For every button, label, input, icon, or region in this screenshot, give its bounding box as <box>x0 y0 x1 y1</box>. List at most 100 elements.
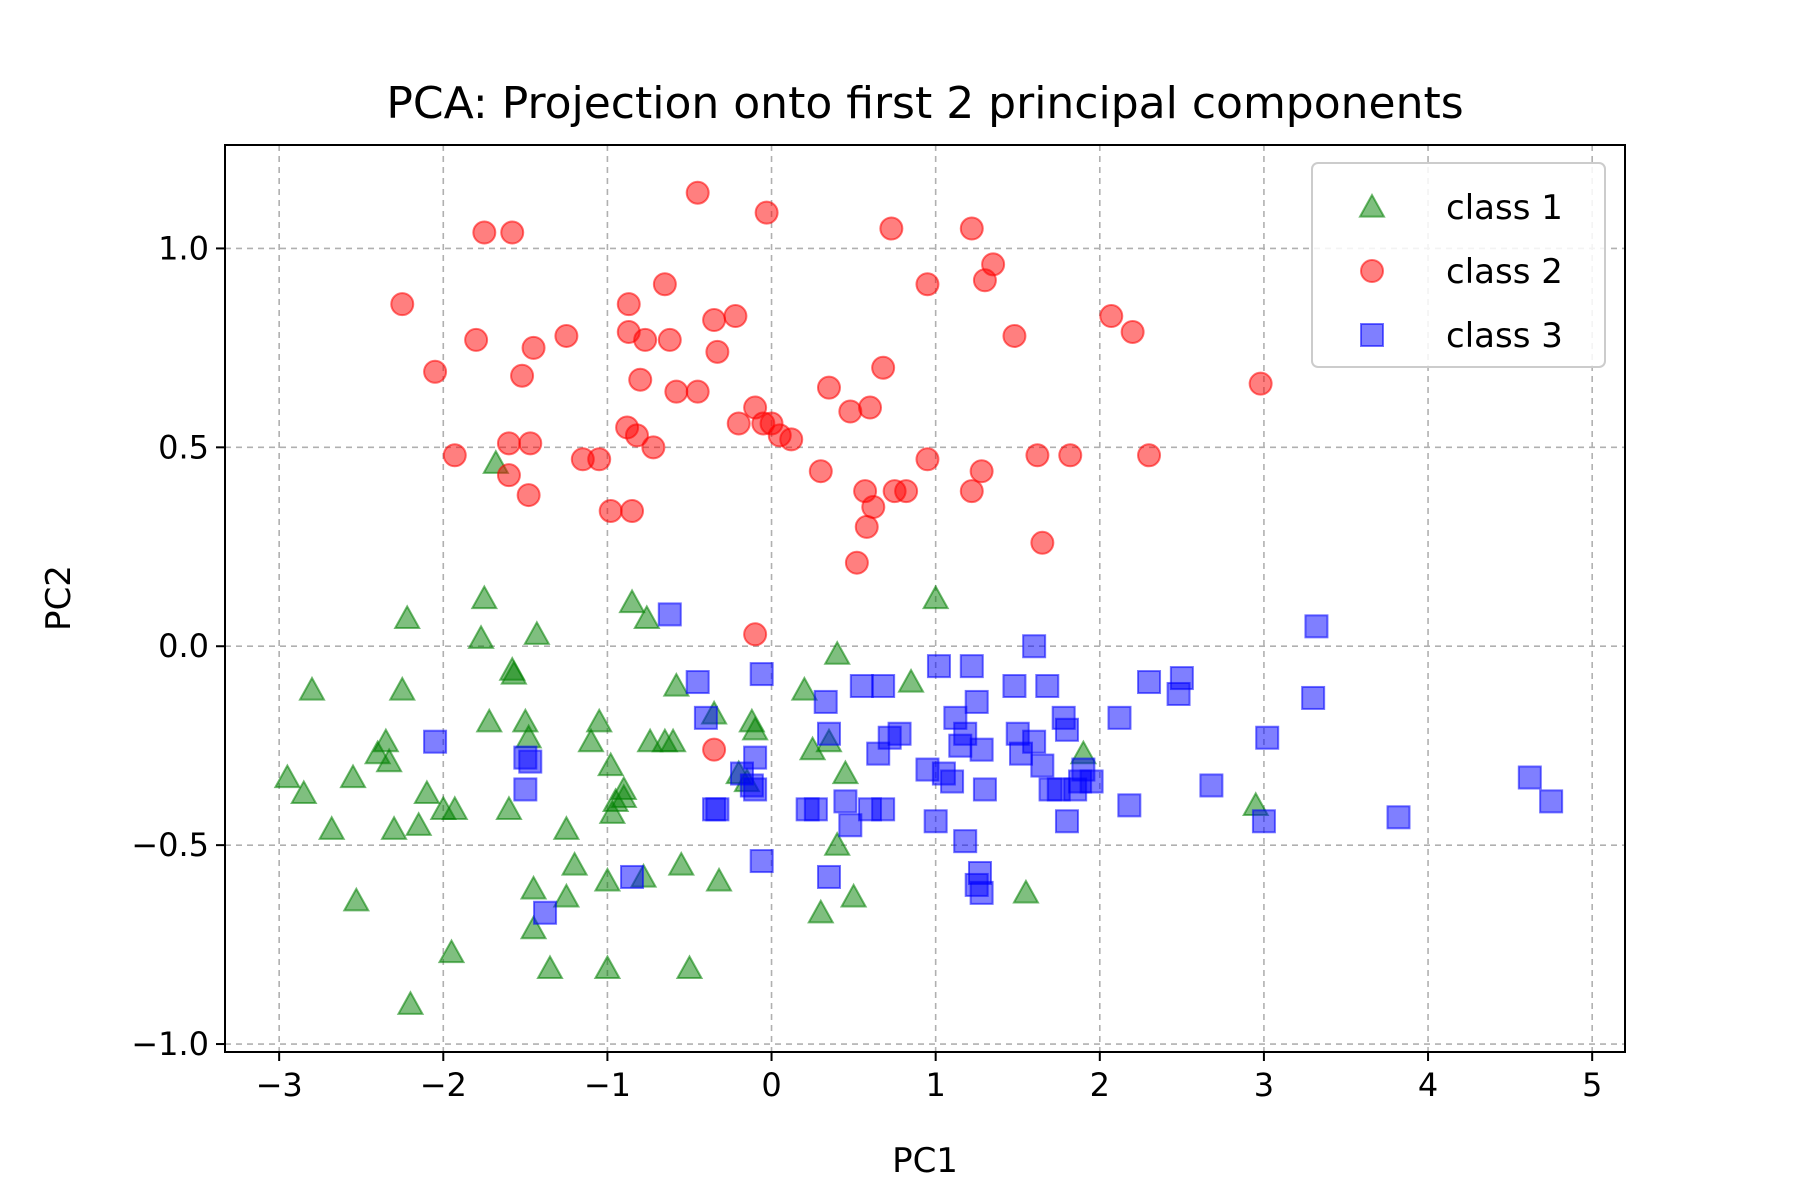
class-2-point <box>959 216 984 241</box>
class-2-point <box>496 463 521 488</box>
class-1-point <box>675 954 704 980</box>
class-1-point <box>413 779 441 805</box>
class-2-point <box>554 323 579 348</box>
legend-label-class-2: class 2 <box>1446 252 1563 292</box>
class-1-point <box>495 795 523 820</box>
class-3-point <box>1304 614 1329 639</box>
legend-box <box>1311 162 1606 368</box>
class-2-point <box>705 339 730 364</box>
class-2-point <box>685 180 710 205</box>
class-2-point <box>521 335 546 360</box>
class-2-point <box>838 399 863 424</box>
class-1-point <box>519 914 548 940</box>
class-3-point <box>816 864 841 889</box>
class-3-point <box>833 789 858 814</box>
chart-title: PCA: Projection onto first 2 principal c… <box>386 78 1463 129</box>
class-3-point <box>743 777 768 802</box>
y-tick-label: 0.5 <box>158 428 209 466</box>
class-3-point <box>1022 729 1047 754</box>
class-2-point <box>423 359 448 384</box>
x-tick-label: −1 <box>584 1066 631 1104</box>
class-3-point <box>620 864 645 889</box>
class-2-point <box>641 435 666 460</box>
class-3-point <box>923 809 948 834</box>
x-tick-label: 5 <box>1582 1066 1602 1104</box>
class-2-point <box>959 479 984 504</box>
legend: class 1 class 2 class 3 <box>1311 162 1606 368</box>
class-1-point <box>470 584 499 610</box>
class-1-point <box>339 763 367 789</box>
class-2-point <box>1058 443 1083 468</box>
class-2-point <box>587 447 612 472</box>
class-2-point <box>871 355 896 380</box>
class-3-point <box>953 829 978 854</box>
y-tick-label: 1.0 <box>158 229 209 267</box>
class-3-point <box>1054 809 1079 834</box>
class-1-point <box>298 675 326 701</box>
class-2-point <box>779 427 804 452</box>
y-tick-label: 0.0 <box>158 627 209 665</box>
class-1-point <box>372 727 400 753</box>
class-3-point <box>1386 805 1411 830</box>
class-3-point <box>972 777 997 802</box>
x-tick-label: 0 <box>761 1066 781 1104</box>
class-2-point <box>743 622 768 647</box>
class-3-point <box>967 860 992 885</box>
class-3-point <box>1255 725 1280 750</box>
data-markers <box>273 180 1564 1015</box>
class-1-point <box>662 671 691 697</box>
class-2-point <box>685 379 710 404</box>
x-tick-label: 1 <box>925 1066 945 1104</box>
class-1-point <box>921 584 950 610</box>
class-3-point <box>816 721 841 746</box>
x-tick-label: −3 <box>256 1066 303 1104</box>
class-1-point <box>807 898 835 924</box>
class-3-point <box>926 654 951 679</box>
class-1-point <box>500 660 528 685</box>
class-3-point <box>1199 773 1224 798</box>
class-3-point <box>871 797 896 822</box>
class-1-point <box>741 715 769 741</box>
class-3-point <box>423 729 448 754</box>
class-3-point <box>518 749 543 774</box>
class-3-point <box>1030 753 1055 778</box>
class-1-point <box>705 866 733 892</box>
class-1-point <box>823 831 851 856</box>
class-1-point <box>437 938 466 964</box>
class-2-point <box>518 431 543 456</box>
class-3-point <box>1137 670 1162 695</box>
class-3-point <box>749 849 774 874</box>
class-1-point <box>342 886 371 912</box>
class-2-point <box>516 483 541 508</box>
class-3-point <box>1517 765 1542 790</box>
class-3-point <box>1107 705 1132 730</box>
class-1-point <box>552 882 581 908</box>
class-2-point <box>472 220 497 245</box>
class-2-point <box>620 498 645 523</box>
class-3-point <box>838 813 863 838</box>
x-tick-label: 4 <box>1418 1066 1438 1104</box>
class-1-point <box>536 954 564 980</box>
class-1-point <box>388 675 416 701</box>
class-3-point <box>1539 789 1564 814</box>
class-1-point <box>441 795 469 820</box>
class-2-point <box>633 327 658 352</box>
class-2-point <box>664 379 689 404</box>
class-3-point <box>849 674 874 699</box>
x-axis-label: PC1 <box>892 1141 958 1181</box>
class-2-point <box>754 200 779 225</box>
class-3-point <box>1002 674 1027 699</box>
class-2-point <box>723 304 748 329</box>
class-2-point <box>1025 443 1050 468</box>
class-1-point <box>659 727 687 753</box>
class-2-point <box>808 459 833 484</box>
y-tick-label: −1.0 <box>131 1025 209 1063</box>
legend-marker-class-2 <box>1360 259 1384 283</box>
plot-frame <box>224 144 1626 1053</box>
class-2-point <box>861 495 886 520</box>
class-3-point <box>1054 717 1079 742</box>
class-1-point <box>610 775 638 801</box>
class-3-point <box>685 670 710 695</box>
class-1-point <box>519 874 548 900</box>
